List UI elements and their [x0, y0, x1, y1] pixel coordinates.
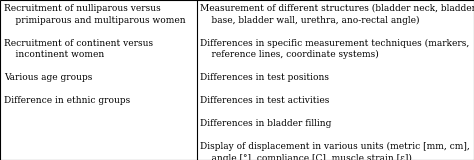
Text: angle [°], compliance [C], muscle strain [ε]): angle [°], compliance [C], muscle strain… — [200, 154, 412, 160]
Text: base, bladder wall, urethra, ano-rectal angle): base, bladder wall, urethra, ano-rectal … — [200, 16, 419, 25]
Text: Recruitment of nulliparous versus: Recruitment of nulliparous versus — [4, 4, 161, 13]
Text: Various age groups: Various age groups — [4, 73, 92, 82]
Text: Display of displacement in various units (metric [mm, cm],: Display of displacement in various units… — [200, 142, 470, 151]
Text: reference lines, coordinate systems): reference lines, coordinate systems) — [200, 50, 379, 59]
Text: Differences in test activities: Differences in test activities — [200, 96, 329, 105]
Text: primiparous and multiparous women: primiparous and multiparous women — [4, 16, 185, 24]
Text: Measurement of different structures (bladder neck, bladder: Measurement of different structures (bla… — [200, 4, 474, 13]
Text: Differences in test positions: Differences in test positions — [200, 73, 329, 82]
Text: Differences in bladder filling: Differences in bladder filling — [200, 119, 331, 128]
Text: incontinent women: incontinent women — [4, 50, 104, 59]
Text: Difference in ethnic groups: Difference in ethnic groups — [4, 96, 130, 105]
Text: Differences in specific measurement techniques (markers,: Differences in specific measurement tech… — [200, 39, 469, 48]
Text: Recruitment of continent versus: Recruitment of continent versus — [4, 39, 153, 48]
